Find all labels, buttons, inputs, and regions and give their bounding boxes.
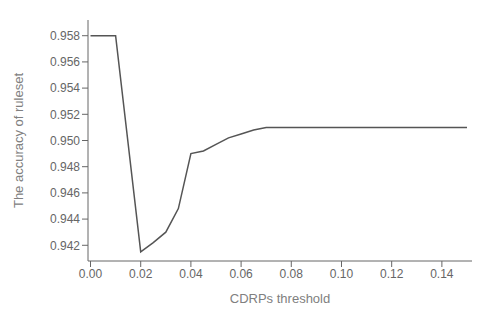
svg-text:0.12: 0.12 [380,267,404,281]
svg-text:0.944: 0.944 [50,212,80,226]
svg-text:0.04: 0.04 [179,267,203,281]
svg-text:0.956: 0.956 [50,55,80,69]
svg-text:0.954: 0.954 [50,81,80,95]
svg-text:0.10: 0.10 [330,267,354,281]
svg-text:0.950: 0.950 [50,134,80,148]
svg-text:0.946: 0.946 [50,186,80,200]
svg-text:0.08: 0.08 [280,267,304,281]
svg-text:0.958: 0.958 [50,29,80,43]
svg-text:0.00: 0.00 [79,267,103,281]
svg-text:0.948: 0.948 [50,160,80,174]
svg-text:0.14: 0.14 [430,267,454,281]
svg-text:0.02: 0.02 [129,267,153,281]
svg-text:The accuracy of ruleset: The accuracy of ruleset [11,73,26,209]
svg-text:CDRPs threshold: CDRPs threshold [230,291,330,306]
svg-text:0.06: 0.06 [229,267,253,281]
svg-text:0.952: 0.952 [50,108,80,122]
svg-text:0.942: 0.942 [50,239,80,253]
